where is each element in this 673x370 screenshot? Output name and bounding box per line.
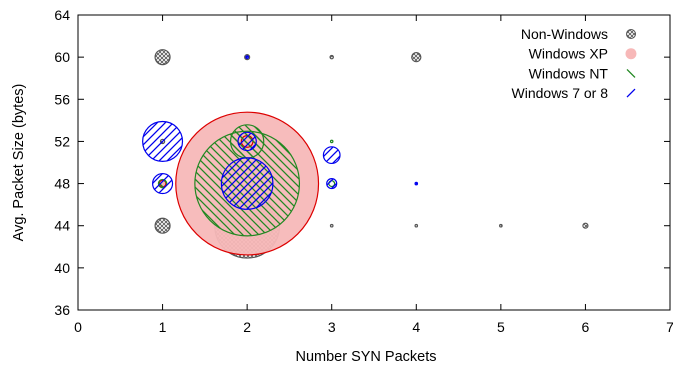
bubble-point [220,157,274,210]
y-tick-label: 52 [54,133,70,149]
y-tick-label: 48 [54,176,70,192]
bubble-point [326,177,338,190]
bubble-point [322,146,341,165]
y-tick-label: 60 [54,49,70,65]
bubble-point [499,223,503,228]
y-tick-label: 56 [54,91,70,107]
y-tick-label: 44 [54,218,70,234]
x-tick-label: 7 [666,319,673,335]
x-tick-label: 2 [243,319,251,335]
x-tick-label: 4 [412,319,420,335]
x-tick-label: 3 [328,319,336,335]
x-axis-label: Number SYN Packets [295,349,436,365]
y-tick-label: 36 [54,302,70,318]
bubble-point [152,173,174,195]
bubble-point [237,131,257,152]
legend-swatch [626,68,636,78]
x-tick-label: 1 [159,319,167,335]
x-tick-label: 6 [582,319,590,335]
plot-frame [77,14,671,311]
legend-swatch [626,29,636,39]
bubble-point [582,222,589,229]
bubble-point [154,217,171,234]
legend-label: Windows 7 or 8 [512,85,609,101]
bubble-point [414,223,419,228]
series-windows-7-or-8 [142,55,419,210]
bubble-point [414,181,419,186]
bubble-point [245,55,249,59]
x-tick-label: 5 [497,319,505,335]
legend-label: Windows XP [529,46,608,62]
y-tick-label: 40 [54,260,70,276]
y-axis-label: Avg. Packet Size (bytes) [11,84,27,242]
bubble-point [329,54,334,60]
bubble-point [329,223,334,228]
bubble-point [154,49,171,66]
legend-swatch [626,88,636,98]
bubble-point [411,51,422,63]
legend-label: Windows NT [529,65,609,81]
bubble-point [329,139,334,144]
legend-swatch [625,48,637,60]
bubble-point [142,120,184,162]
legend-label: Non-Windows [521,26,608,42]
y-tick-label: 64 [54,7,70,23]
x-tick-label: 0 [74,319,82,335]
